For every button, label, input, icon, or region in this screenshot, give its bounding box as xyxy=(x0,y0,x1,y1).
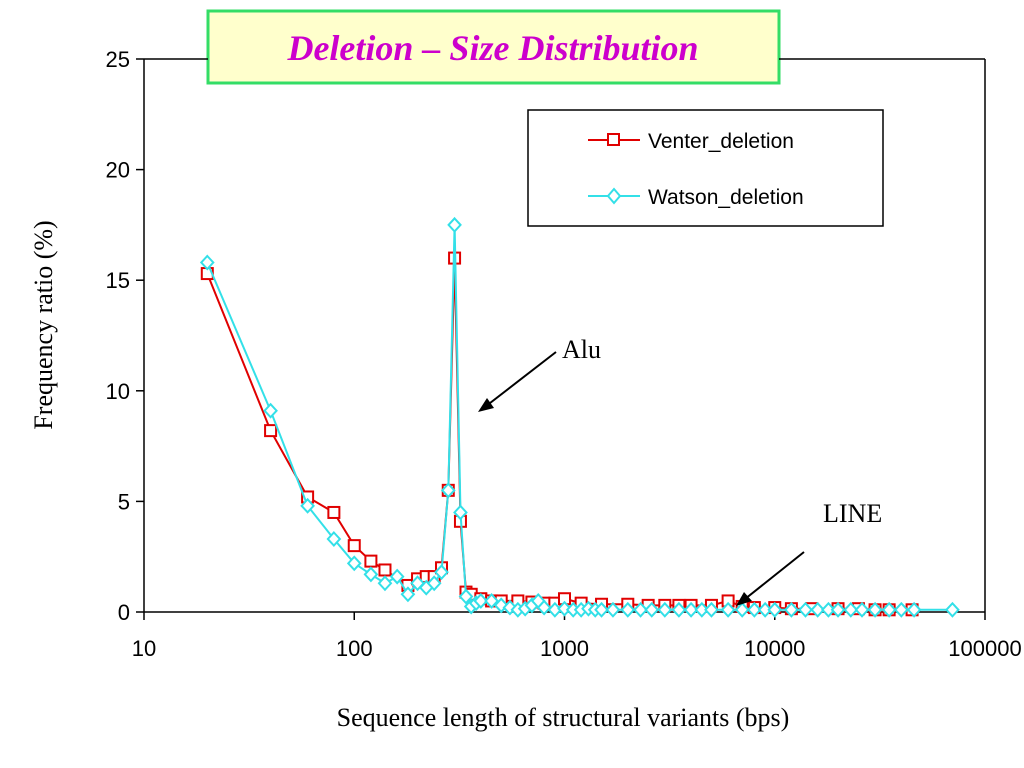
data-point-watson-deletion xyxy=(906,601,922,618)
data-point-watson-deletion xyxy=(734,601,750,618)
data-point-watson-deletion xyxy=(377,575,393,592)
data-point-watson-deletion xyxy=(536,599,552,616)
data-point-watson-deletion xyxy=(747,601,762,618)
data-point-watson-deletion xyxy=(704,601,719,618)
data-point-watson-deletion xyxy=(657,601,673,618)
data-point-watson-deletion xyxy=(830,601,846,618)
data-point-watson-deletion xyxy=(484,592,499,609)
x-tick-label: 10000 xyxy=(744,636,805,661)
data-point-watson-deletion xyxy=(798,601,813,618)
annotation-alu-arrowhead xyxy=(478,398,494,412)
data-point-watson-deletion xyxy=(346,555,362,572)
data-point-watson-deletion xyxy=(945,601,960,618)
data-point-watson-deletion xyxy=(453,504,468,521)
data-point-watson-deletion xyxy=(757,601,773,618)
data-point-watson-deletion xyxy=(854,601,870,618)
data-point-watson-deletion xyxy=(389,568,405,585)
y-ticks: 0 5 10 15 20 25 xyxy=(106,47,144,625)
data-point-venter-deletion xyxy=(264,424,278,438)
legend-venter-label: Venter_deletion xyxy=(648,130,794,153)
x-tick-label: 1000 xyxy=(540,636,589,661)
data-point-watson-deletion xyxy=(557,600,572,617)
data-point-watson-deletion xyxy=(644,601,660,618)
annotation-line-arrow xyxy=(739,551,805,604)
y-tick-label: 10 xyxy=(106,379,130,404)
data-point-watson-deletion xyxy=(881,601,897,618)
legend-venter-marker xyxy=(607,133,620,146)
data-point-watson-deletion xyxy=(767,601,783,618)
series-line-watson-deletion xyxy=(206,224,953,611)
data-point-watson-deletion xyxy=(300,497,315,514)
y-tick-label: 25 xyxy=(106,47,130,72)
data-point-watson-deletion xyxy=(440,482,456,499)
x-ticks: 10 100 1000 10000 100000 xyxy=(132,612,1022,661)
series-layer xyxy=(199,216,960,618)
data-point-watson-deletion xyxy=(620,601,636,618)
legend-watson-label: Watson_deletion xyxy=(648,186,804,209)
data-point-venter-deletion xyxy=(327,505,341,519)
data-point-watson-deletion xyxy=(605,601,621,618)
y-tick-label: 20 xyxy=(106,158,130,183)
annotation-line-arrowhead xyxy=(736,592,752,606)
data-point-watson-deletion xyxy=(434,564,449,581)
data-point-venter-deletion xyxy=(378,563,392,577)
data-point-watson-deletion xyxy=(326,531,342,547)
data-point-watson-deletion xyxy=(720,601,736,618)
annotation-alu: Alu xyxy=(562,335,601,364)
series-line-venter-deletion xyxy=(206,258,913,611)
data-point-watson-deletion xyxy=(633,601,648,618)
data-point-watson-deletion xyxy=(821,601,836,618)
data-point-venter-deletion xyxy=(364,554,378,568)
data-point-venter-deletion xyxy=(347,539,361,553)
data-point-watson-deletion xyxy=(694,601,710,618)
data-point-watson-deletion xyxy=(263,402,278,419)
data-point-watson-deletion xyxy=(893,601,909,618)
data-point-watson-deletion xyxy=(683,601,699,618)
data-point-watson-deletion xyxy=(867,601,883,618)
y-tick-label: 0 xyxy=(118,600,130,625)
data-point-watson-deletion xyxy=(810,601,826,618)
data-point-watson-deletion xyxy=(473,592,489,609)
data-point-watson-deletion xyxy=(594,601,609,618)
x-tick-label: 10 xyxy=(132,636,156,661)
y-axis-title: Frequency ratio (%) xyxy=(29,220,58,429)
chart-title: Deletion – Size Distribution xyxy=(286,28,698,68)
data-point-watson-deletion xyxy=(447,216,462,233)
y-tick-label: 5 xyxy=(118,489,130,514)
legend-watson-marker xyxy=(606,187,622,205)
data-point-watson-deletion xyxy=(426,575,442,592)
data-point-watson-deletion xyxy=(671,601,687,618)
data-point-watson-deletion xyxy=(363,566,379,583)
data-point-watson-deletion xyxy=(199,254,215,271)
legend-box xyxy=(527,109,884,227)
x-tick-label: 100000 xyxy=(948,636,1021,661)
annotation-line: LINE xyxy=(823,499,882,528)
annotation-alu-arrow xyxy=(480,351,557,411)
data-point-watson-deletion xyxy=(784,601,799,618)
data-point-watson-deletion xyxy=(400,586,416,603)
y-tick-label: 15 xyxy=(106,268,130,293)
data-point-watson-deletion xyxy=(458,588,474,605)
data-point-watson-deletion xyxy=(843,601,859,618)
x-tick-label: 100 xyxy=(336,636,373,661)
title-box xyxy=(206,9,781,85)
x-axis-title: Sequence length of structural variants (… xyxy=(337,703,790,732)
